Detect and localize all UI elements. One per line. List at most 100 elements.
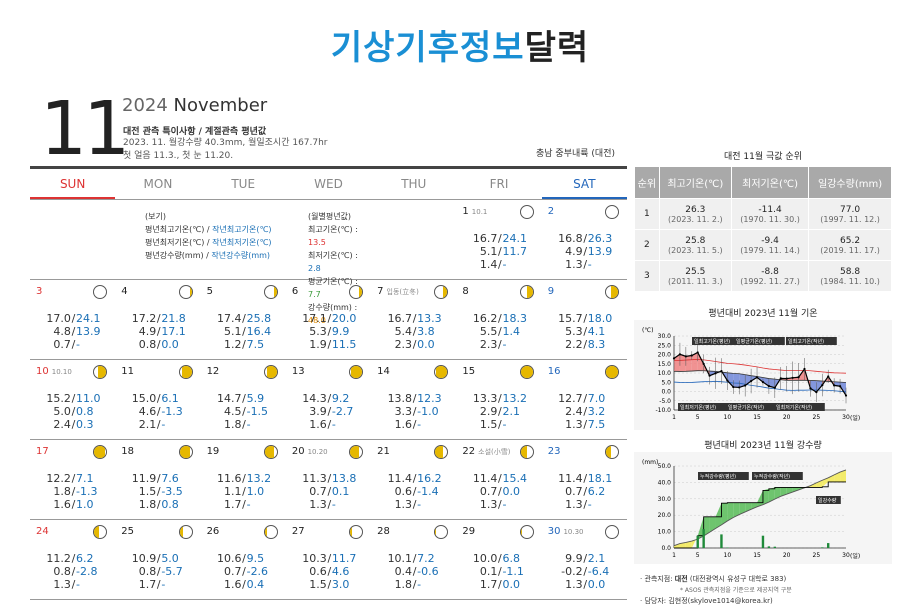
rank-value: 25.8 (2023. 11. 5.) xyxy=(658,229,732,261)
x-tick: 20 xyxy=(783,552,791,559)
day-cell-27: 27 10.3/11.7 0.6/4.6 1.5/3.0 xyxy=(285,520,372,600)
day-values: 16.7/13.3 5.4/3.8 2.3/0.0 xyxy=(371,312,456,351)
separator: / xyxy=(412,392,417,405)
last-year-value: 13.3 xyxy=(417,312,442,325)
day-number-text: 25 xyxy=(121,526,135,537)
separator: / xyxy=(498,578,502,591)
max-temp-row: 10.3/11.7 xyxy=(286,552,371,565)
day-number: 11 xyxy=(121,366,134,377)
moon-phase-icon xyxy=(519,445,534,459)
rank-date: (1984. 11. 10.) xyxy=(820,276,880,286)
separator: / xyxy=(412,338,417,351)
year-month: 2024 November xyxy=(122,95,268,116)
day-note: 10.30 xyxy=(563,528,584,536)
lastyear-excess-area xyxy=(757,490,763,507)
day-values: 12.7/7.0 2.4/3.2 1.3/7.5 xyxy=(542,392,627,431)
day-number-text: 2 xyxy=(547,206,555,217)
cold-anomaly-area xyxy=(762,377,769,387)
last-year-value: - xyxy=(246,498,251,511)
moon-lit xyxy=(274,286,277,298)
label-normal-cumulative-bg xyxy=(698,472,749,480)
day-cell-26: 26 10.6/9.5 0.7/-2.6 1.6/0.4 xyxy=(200,520,286,600)
moon-lit xyxy=(520,446,528,458)
daily-precip-bar xyxy=(696,535,699,548)
min-temp-row: 0.7/0.1 xyxy=(286,485,371,498)
last-year-value: -1.1 xyxy=(502,565,524,578)
normal-value: 17.4 xyxy=(216,312,242,325)
normal-excess-area xyxy=(674,543,680,548)
precip-row: 1.7/- xyxy=(201,498,286,511)
day-number-text: 9 xyxy=(547,286,555,297)
day-number: 26 xyxy=(207,526,220,537)
separator: / xyxy=(583,258,588,271)
rank-value: -9.4 (1979. 11. 14.) xyxy=(730,229,810,261)
label-normal-max: 일최고기온(평년) xyxy=(694,338,730,345)
x-tick: 5 xyxy=(696,552,700,559)
moon-phase-icon xyxy=(604,205,619,219)
rank-date: (2023. 11. 2.) xyxy=(668,214,723,224)
day-number: 16 xyxy=(548,366,561,377)
last-year-value: 15.4 xyxy=(502,472,527,485)
day-number-text: 14 xyxy=(377,366,390,377)
separator: / xyxy=(327,485,332,498)
daily-precip-bar xyxy=(767,546,771,548)
separator: / xyxy=(583,325,588,338)
last-year-value: - xyxy=(417,418,422,431)
day-values: 13.8/12.3 3.3/-1.0 1.6/- xyxy=(371,392,456,431)
separator: / xyxy=(242,338,246,351)
max-temp-row: 16.7/24.1 xyxy=(456,232,541,245)
day-number: 20 10.20 xyxy=(292,446,328,457)
day-number: 13 xyxy=(292,366,305,377)
precip-row: 1.3/- xyxy=(286,498,371,511)
y-tick: 30.0 xyxy=(658,496,672,503)
day-values: 16.7/24.1 5.1/11.7 1.4/- xyxy=(456,232,541,271)
label-last-max-bg xyxy=(786,337,837,345)
rank-value: 65.2 (2019. 11. 17.) xyxy=(808,229,892,261)
separator: / xyxy=(71,472,76,485)
day-cell-2: 2 16.8/26.3 4.9/13.9 1.3/- xyxy=(541,200,627,280)
normal-value: 14.3 xyxy=(302,392,327,405)
min-temp-row: 1.1/1.0 xyxy=(201,485,286,498)
day-number: 6 xyxy=(292,286,298,297)
day-number: 19 xyxy=(207,446,220,457)
normal-value: 1.7 xyxy=(138,578,157,591)
last-year-value: 3.2 xyxy=(587,405,606,418)
day-cell-13: 13 14.3/9.2 3.9/-2.7 1.6/- xyxy=(285,360,372,440)
day-number-text: 23 xyxy=(547,446,561,457)
separator: / xyxy=(156,565,161,578)
day-number-text: 18 xyxy=(121,446,135,457)
normal-value: 1.7 xyxy=(223,498,242,511)
last-year-value: 0.0 xyxy=(161,338,179,351)
precip-row: 1.8/- xyxy=(371,578,456,591)
min-temp-row: 0.7/0.0 xyxy=(456,485,541,498)
day-cell-30: 30 10.30 9.9/2.1 -0.2/-6.4 1.3/0.0 xyxy=(541,520,627,600)
day-number-text: 13 xyxy=(291,366,305,377)
min-temp-row: 0.8/-2.8 xyxy=(30,565,115,578)
last-year-value: 11.7 xyxy=(502,245,527,258)
precip-row: 2.3/0.0 xyxy=(371,338,456,351)
temp-chart-title: 평년대비 2023년 11월 기온 xyxy=(708,309,818,319)
min-temp-row: 5.1/16.4 xyxy=(201,325,286,338)
day-cell-23: 23 11.4/18.1 0.7/6.2 1.3/- xyxy=(541,440,627,520)
separator: / xyxy=(156,392,161,405)
normal-excess-area xyxy=(816,480,823,488)
legend-cell: (보기) 평년최고기온(℃) / 작년최고기온(℃) 평년최저기온(℃) / 작년최… xyxy=(30,200,457,325)
rank-value: 25.5 (2011. 11. 3.) xyxy=(658,260,732,292)
monthly-label: 평균기온(℃) : xyxy=(308,277,358,286)
y-tick: 25.0 xyxy=(658,342,672,349)
label-lastyear-cumulative-bg xyxy=(752,472,803,480)
separator: / xyxy=(583,565,588,578)
y-unit: (mm) xyxy=(642,459,658,466)
min-temp-row: 0.6/4.6 xyxy=(286,565,371,578)
last-year-value: -1.4 xyxy=(417,485,439,498)
x-tick: 15 xyxy=(753,414,761,421)
warm-anomaly-area xyxy=(697,352,704,371)
weekday-tue: TUE xyxy=(231,177,256,191)
precip-row: 1.6/- xyxy=(286,418,371,431)
daily-avg-point xyxy=(838,385,842,388)
normal-value: 4.9 xyxy=(565,245,583,258)
rank-main: 25.8 xyxy=(685,235,706,246)
rank-value: -11.4 (1970. 11. 30.) xyxy=(730,198,810,230)
moon-phase-icon xyxy=(434,445,449,459)
separator: / xyxy=(498,245,502,258)
